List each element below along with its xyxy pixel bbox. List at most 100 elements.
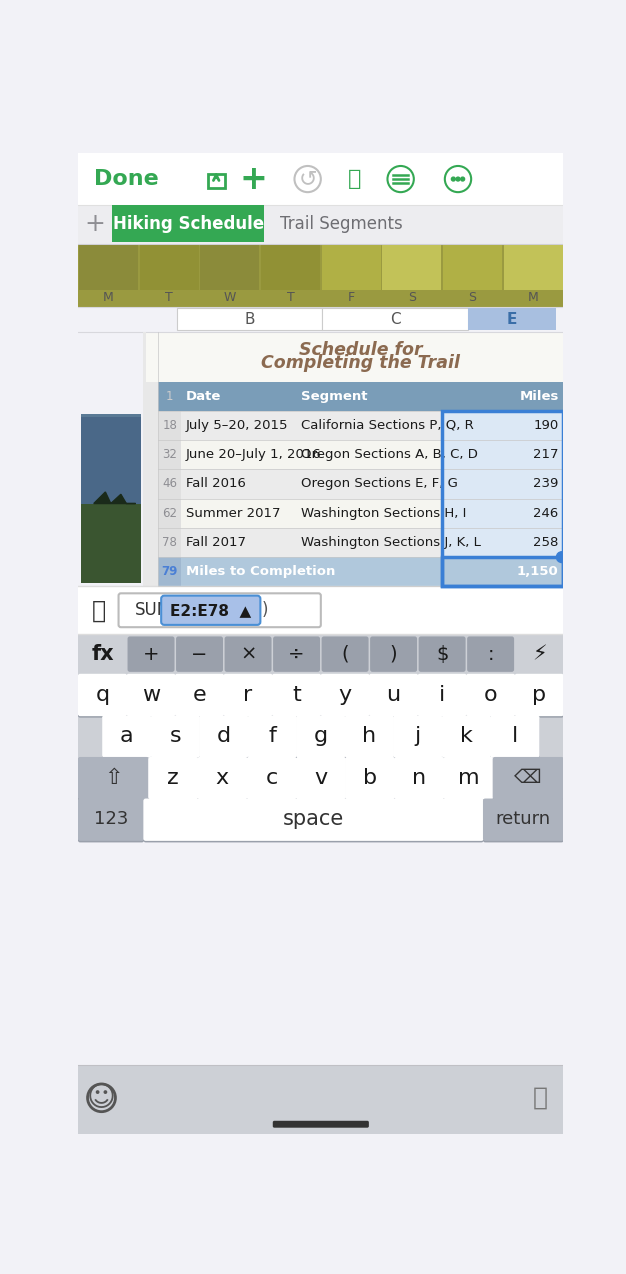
FancyBboxPatch shape (483, 799, 564, 841)
FancyBboxPatch shape (490, 716, 540, 758)
Text: M: M (103, 292, 114, 304)
Bar (442, 410, 563, 586)
FancyBboxPatch shape (442, 716, 491, 758)
Text: h: h (362, 726, 376, 747)
Text: t: t (292, 684, 301, 705)
Text: Hiking Schedule: Hiking Schedule (113, 215, 264, 233)
FancyBboxPatch shape (78, 675, 127, 717)
Text: $: $ (436, 645, 448, 664)
Text: fx: fx (91, 645, 114, 664)
Bar (78, 1065, 563, 1134)
Text: Washington Sections H, I: Washington Sections H, I (300, 507, 466, 520)
Text: 1: 1 (166, 390, 173, 403)
Bar (112, 205, 264, 242)
FancyBboxPatch shape (78, 800, 144, 842)
Text: 78: 78 (162, 536, 177, 549)
Text: s: s (170, 726, 181, 747)
Bar (382, 246, 441, 290)
Bar (261, 246, 320, 290)
Text: g: g (314, 726, 328, 747)
FancyBboxPatch shape (418, 674, 467, 716)
Text: (: ( (341, 645, 349, 664)
FancyBboxPatch shape (321, 674, 370, 716)
Circle shape (557, 552, 567, 563)
Text: Date: Date (186, 390, 222, 403)
Text: v: v (314, 768, 327, 787)
FancyBboxPatch shape (296, 717, 346, 759)
Text: ☺: ☺ (87, 1084, 116, 1112)
Text: Fall 2017: Fall 2017 (186, 536, 246, 549)
Text: 🎙: 🎙 (533, 1085, 548, 1110)
Bar (322, 246, 381, 290)
Text: ): ) (390, 645, 398, 664)
Bar (158, 469, 182, 498)
Text: June 20–July 1, 2016: June 20–July 1, 2016 (186, 448, 322, 461)
FancyBboxPatch shape (370, 637, 417, 671)
Text: 32: 32 (162, 448, 177, 461)
FancyBboxPatch shape (515, 675, 564, 717)
Text: 79: 79 (162, 566, 178, 578)
Bar (140, 246, 199, 290)
Text: 📌: 📌 (347, 169, 361, 189)
Text: c: c (265, 768, 278, 787)
FancyBboxPatch shape (161, 596, 260, 624)
Text: ×: × (240, 645, 256, 664)
Bar (503, 246, 563, 290)
Text: q: q (95, 684, 110, 705)
Bar (78, 243, 563, 307)
FancyBboxPatch shape (199, 716, 249, 758)
Text: 217: 217 (533, 448, 559, 461)
Text: i: i (439, 684, 445, 705)
FancyBboxPatch shape (143, 800, 484, 842)
Text: x: x (216, 768, 229, 787)
Bar (443, 246, 502, 290)
Text: July 5–20, 2015: July 5–20, 2015 (186, 419, 289, 432)
Bar (182, 527, 563, 557)
Text: y: y (339, 684, 352, 705)
FancyBboxPatch shape (248, 716, 297, 758)
FancyBboxPatch shape (175, 674, 224, 716)
FancyBboxPatch shape (78, 757, 149, 799)
Text: b: b (363, 768, 377, 787)
Text: Oregon Sections A, B, C, D: Oregon Sections A, B, C, D (300, 448, 478, 461)
FancyBboxPatch shape (490, 717, 540, 759)
Bar (442, 469, 563, 498)
Text: p: p (532, 684, 546, 705)
Text: Done: Done (94, 169, 158, 189)
Text: Trail Segments: Trail Segments (280, 215, 403, 233)
Bar (78, 586, 563, 634)
Text: S: S (468, 292, 476, 304)
Text: Miles: Miles (520, 390, 559, 403)
Bar (78, 634, 563, 674)
Bar (182, 469, 563, 498)
Text: j: j (415, 726, 421, 747)
Bar (182, 498, 563, 527)
FancyBboxPatch shape (322, 637, 369, 671)
Text: 123: 123 (94, 810, 128, 828)
Bar (158, 382, 182, 410)
FancyBboxPatch shape (176, 637, 223, 671)
FancyBboxPatch shape (272, 674, 321, 716)
Text: r: r (244, 684, 253, 705)
FancyBboxPatch shape (273, 1121, 369, 1127)
Bar (144, 331, 158, 382)
FancyBboxPatch shape (175, 675, 224, 717)
Circle shape (456, 177, 460, 181)
Bar (442, 410, 563, 440)
Text: u: u (386, 684, 401, 705)
FancyBboxPatch shape (442, 717, 491, 759)
Text: M: M (528, 292, 538, 304)
FancyBboxPatch shape (493, 758, 564, 801)
FancyBboxPatch shape (247, 758, 297, 801)
Bar (322, 308, 468, 330)
FancyBboxPatch shape (143, 799, 484, 841)
Text: l: l (512, 726, 518, 747)
Text: 258: 258 (533, 536, 559, 549)
Text: Completing the Trail: Completing the Trail (261, 354, 460, 372)
Text: +: + (240, 163, 267, 196)
Text: C: C (390, 312, 401, 326)
Text: k: k (460, 726, 473, 747)
FancyBboxPatch shape (223, 675, 273, 717)
FancyBboxPatch shape (394, 757, 444, 799)
Bar (81, 414, 141, 583)
